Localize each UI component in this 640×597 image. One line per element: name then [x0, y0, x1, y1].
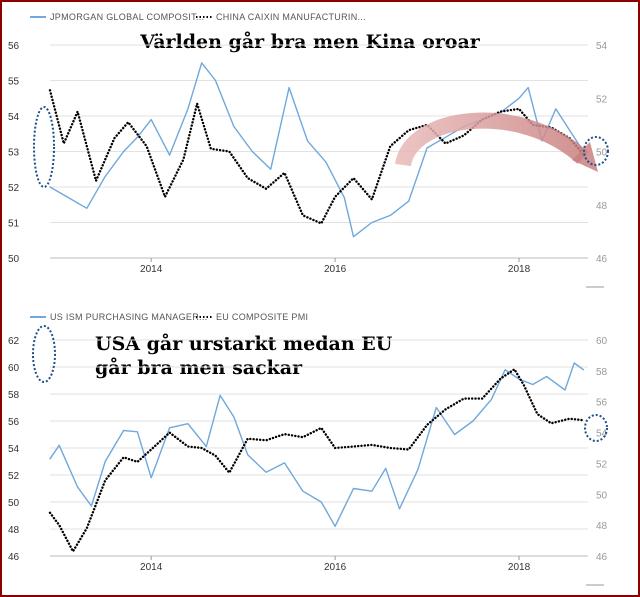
- x-tick-label: 2016: [324, 562, 347, 573]
- chart1-title: Världen går bra men Kina oroar: [139, 30, 481, 53]
- legend-label-eu: EU COMPOSITE PMI: [216, 312, 308, 322]
- y-left-tick-label: 60: [8, 363, 20, 374]
- y-left-tick-label: 54: [8, 444, 20, 455]
- y-left-tick-label: 52: [8, 471, 20, 482]
- series-chart1: [48, 62, 585, 238]
- y-left-tick-label: 50: [8, 254, 20, 265]
- y-left-tick-label: 58: [8, 390, 20, 401]
- x-tick-label: 2018: [508, 264, 531, 275]
- series-line-solid: [49, 362, 585, 527]
- y-right-tick-label: 48: [596, 201, 608, 212]
- trend-arrow-shaft: [395, 112, 589, 168]
- series-chart2: [48, 362, 585, 553]
- chart-world-china: JPMORGAN GLOBAL COMPOSIT... CHINA CAIXIN…: [8, 12, 609, 288]
- y-right-tick-label: 54: [596, 41, 608, 52]
- chart2-title-line1: USA går urstarkt medan EU: [95, 332, 393, 355]
- y-right-tick-label: 58: [596, 367, 608, 378]
- y-left-tick-label: 51: [8, 219, 20, 230]
- y-left-tick-label: 62: [8, 336, 20, 347]
- y-right-tick-label: 48: [596, 521, 608, 532]
- y-left-tick-label: 55: [8, 77, 20, 88]
- series-line-dotted: [48, 368, 585, 553]
- y-left-tick-label: 54: [8, 112, 20, 123]
- y-right-tick-label: 46: [596, 552, 608, 563]
- x-tick-label: 2014: [140, 562, 163, 573]
- chart2-title: USA går urstarkt medan EU går bra men sa…: [95, 332, 399, 379]
- y-right-tick-label: 50: [596, 148, 608, 159]
- axes-chart1: 50 51 52 53 54 55 56 46 48 50 52 54 2014 2016 2018: [8, 41, 608, 275]
- series-line-solid: [49, 62, 585, 238]
- chart-usa-eu: US ISM PURCHASING MANAGER... EU COMPOSIT…: [8, 312, 608, 586]
- y-left-tick-label: 46: [8, 552, 20, 563]
- legend-label-caixin: CHINA CAIXIN MANUFACTURIN...: [216, 12, 366, 22]
- y-left-tick-label: 52: [8, 183, 20, 194]
- series-line-dotted: [48, 89, 585, 225]
- axes-chart2: 46 48 50 52 54 56 58 60 62 46 48 50 52 54 56 58 60 2014 20…: [8, 336, 608, 573]
- highlight-right-end-chart2: [584, 414, 608, 442]
- y-right-tick-label: 52: [596, 94, 608, 105]
- legend-chart2: US ISM PURCHASING MANAGER... EU COMPOSIT…: [30, 312, 308, 322]
- y-right-tick-label: 56: [596, 398, 608, 409]
- y-left-tick-label: 48: [8, 525, 20, 536]
- y-right-tick-label: 60: [596, 336, 608, 347]
- legend-label-jpmorgan: JPMORGAN GLOBAL COMPOSIT...: [50, 12, 204, 22]
- y-right-tick-label: 54: [596, 429, 608, 440]
- y-right-tick-label: 46: [596, 254, 608, 265]
- legend-label-ism: US ISM PURCHASING MANAGER...: [50, 312, 207, 322]
- y-left-tick-label: 53: [8, 148, 20, 159]
- y-left-tick-label: 50: [8, 498, 20, 509]
- y-right-tick-label: 52: [596, 459, 608, 470]
- x-tick-label: 2014: [140, 264, 163, 275]
- legend-chart1: JPMORGAN GLOBAL COMPOSIT... CHINA CAIXIN…: [30, 12, 366, 22]
- highlight-left-axis-chart2: [32, 325, 56, 383]
- gridlines-chart1: [50, 44, 588, 259]
- highlight-left-axis-chart1: [33, 106, 55, 188]
- y-left-tick-label: 56: [8, 41, 20, 52]
- x-tick-label: 2018: [508, 562, 531, 573]
- highlight-right-end-chart1: [583, 136, 609, 166]
- y-left-tick-label: 56: [8, 417, 20, 428]
- y-right-tick-label: 50: [596, 490, 608, 501]
- x-tick-label: 2016: [324, 264, 347, 275]
